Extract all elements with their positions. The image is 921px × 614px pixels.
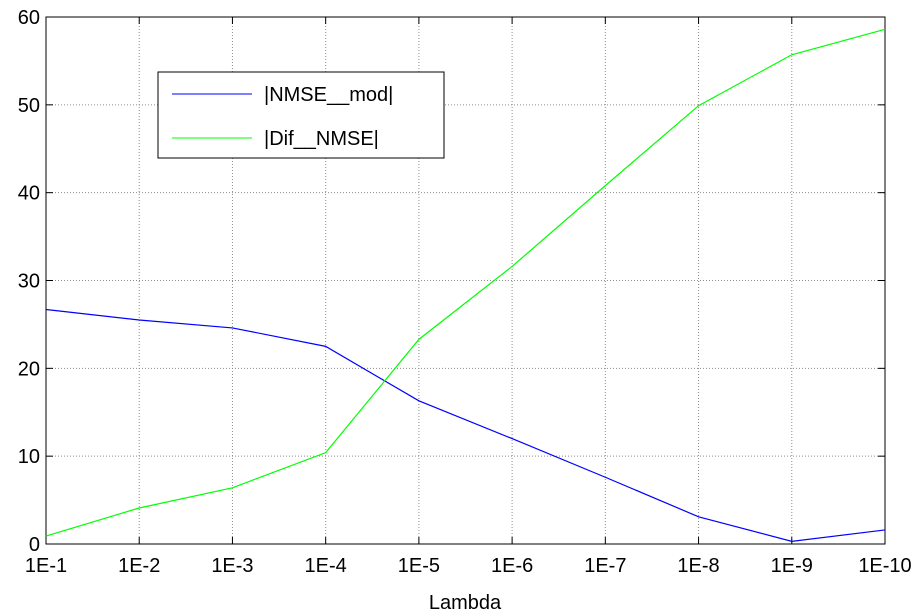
x-tick-labels: 1E-1 1E-2 1E-3 1E-4 1E-5 1E-6 1E-7 1E-8 1E-9 1E-1… — [25, 555, 912, 577]
x-tick-label: 1E-1 — [25, 555, 67, 577]
legend-label-nmse-mod: |NMSE__mod| — [264, 84, 393, 106]
x-tick-label: 1E-4 — [305, 555, 347, 577]
x-tick-label: 1E-2 — [118, 555, 160, 577]
y-tick-label: 60 — [18, 7, 40, 29]
y-tick-label: 0 — [29, 534, 40, 556]
x-tick-label: 1E-6 — [491, 555, 533, 577]
y-tick-label: 50 — [18, 95, 40, 117]
y-tick-label: 20 — [18, 358, 40, 380]
y-tick-label: 10 — [18, 446, 40, 468]
y-tick-label: 40 — [18, 183, 40, 205]
x-tick-label: 1E-10 — [858, 555, 911, 577]
x-tick-label: 1E-9 — [771, 555, 813, 577]
legend: |NMSE__mod| |Dif__NMSE| — [158, 72, 444, 158]
x-tick-label: 1E-5 — [398, 555, 440, 577]
y-tick-label: 30 — [18, 271, 40, 293]
x-tick-label: 1E-8 — [677, 555, 719, 577]
x-axis-label: Lambda — [429, 592, 502, 614]
legend-label-dif-nmse: |Dif__NMSE| — [264, 128, 379, 150]
x-tick-label: 1E-7 — [584, 555, 626, 577]
x-tick-label: 1E-3 — [211, 555, 253, 577]
series-line-nmse-mod — [46, 309, 885, 541]
y-tick-labels: 0 10 20 30 40 50 60 — [18, 7, 40, 556]
